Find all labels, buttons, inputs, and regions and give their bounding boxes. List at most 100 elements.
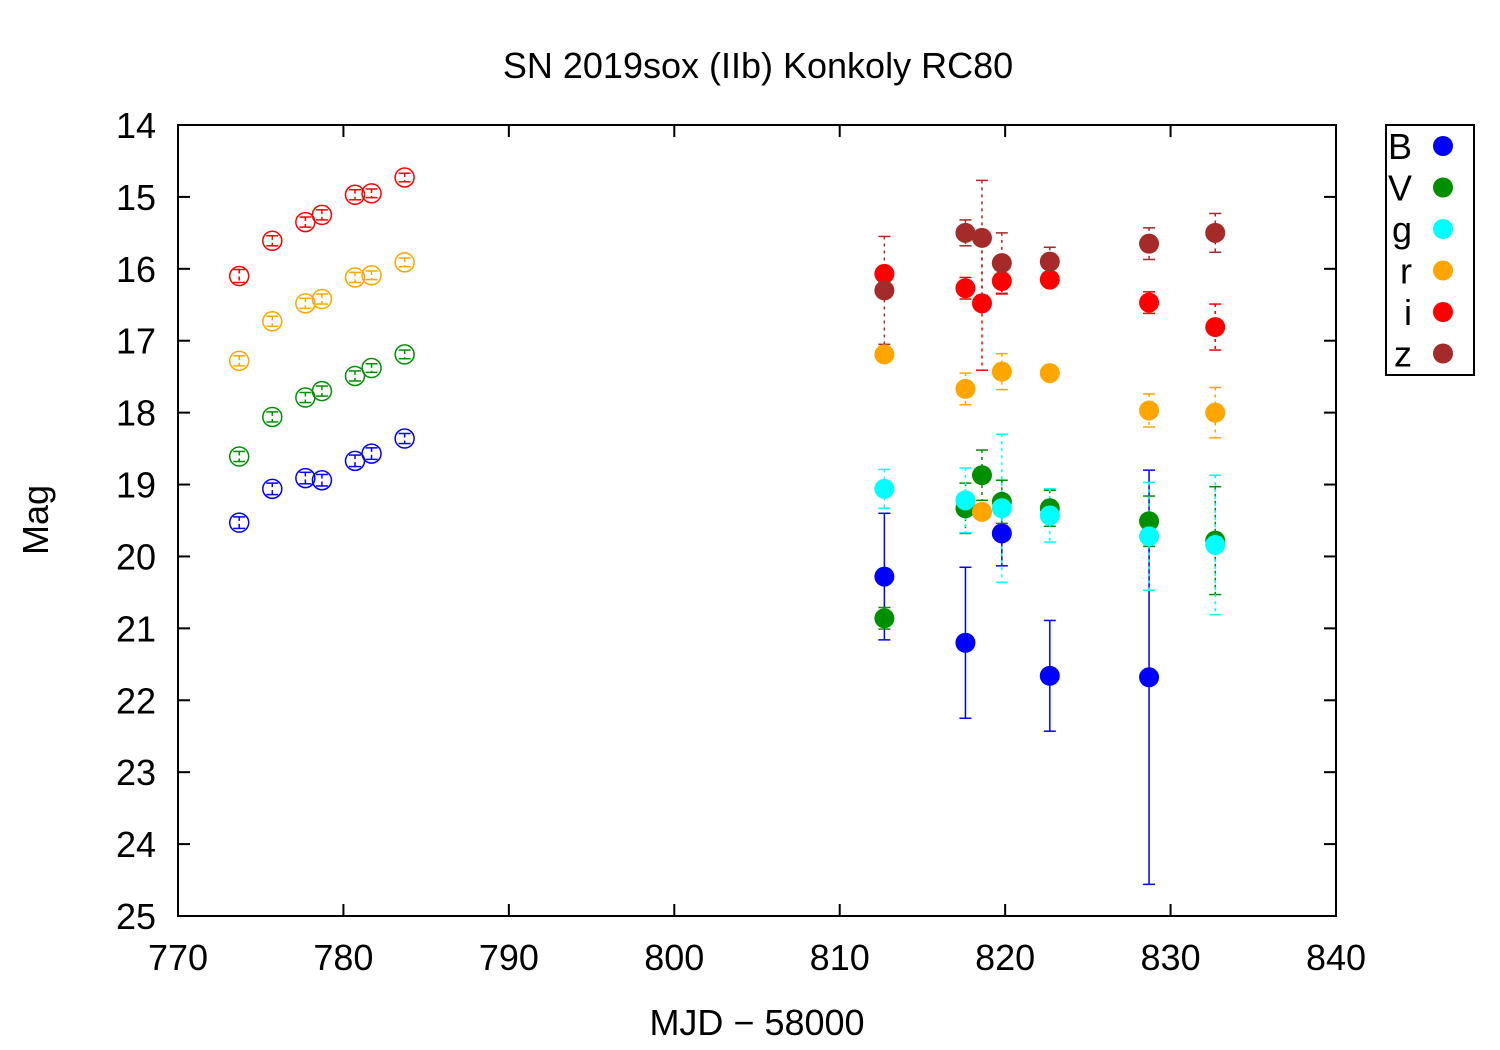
- band-i-point: [1139, 292, 1160, 313]
- band-z-point: [971, 227, 992, 248]
- band-i-point: [1039, 269, 1060, 290]
- band-r-point: [955, 378, 976, 399]
- band-r-point: [1039, 363, 1060, 384]
- offset-2-point: [295, 293, 316, 314]
- band-g-point: [1039, 505, 1060, 526]
- x-axis: 770 780 790 800 810 820 830 840: [148, 125, 1366, 978]
- y-tick-label: 24: [116, 824, 156, 865]
- band-z-point: [1205, 222, 1226, 243]
- offset-3-point: [394, 344, 415, 365]
- offset-4-point: [311, 469, 333, 491]
- x-tick-label: 770: [148, 937, 208, 978]
- offset-1-point: [394, 167, 415, 188]
- data-points-layer: [228, 167, 1226, 688]
- legend-label-B: B: [1388, 126, 1412, 167]
- legend-label-V: V: [1388, 168, 1412, 209]
- y-axis: 14 15 16 17 18 19 20 21 22 23 24 25: [116, 105, 1336, 937]
- legend-label-g: g: [1392, 209, 1412, 250]
- offset-3-point: [361, 357, 382, 379]
- band-B-point: [1039, 665, 1060, 686]
- x-tick-label: 790: [479, 937, 539, 978]
- legend-marker-i: [1433, 302, 1453, 322]
- band-B-point: [991, 523, 1012, 544]
- y-axis-label: Mag: [15, 485, 56, 555]
- band-i-point: [971, 293, 992, 314]
- plot-area-frame: [177, 124, 1337, 917]
- y-tick-label: 21: [116, 608, 156, 649]
- band-i-point: [1205, 317, 1226, 338]
- band-z-point: [1039, 251, 1060, 272]
- legend-marker-g: [1433, 219, 1453, 239]
- legend-marker-z: [1433, 343, 1453, 364]
- band-r-point: [971, 501, 992, 522]
- legend-label-r: r: [1400, 251, 1412, 292]
- band-B-point: [874, 566, 895, 587]
- y-tick-label: 14: [116, 105, 156, 146]
- offset-1-point: [361, 183, 382, 204]
- band-V-point: [874, 608, 895, 629]
- band-g-point: [955, 490, 976, 511]
- legend-marker-r: [1433, 260, 1453, 281]
- offset-1-point: [311, 204, 333, 226]
- offset-1-point: [262, 230, 283, 252]
- band-V-point: [1139, 511, 1160, 532]
- band-i-point: [991, 271, 1012, 292]
- offset-2-point: [311, 288, 333, 310]
- y-tick-label: 18: [116, 393, 156, 434]
- legend-marker-B: [1433, 136, 1453, 156]
- band-g-point: [991, 498, 1012, 519]
- offset-2-point: [344, 267, 366, 288]
- x-tick-label: 820: [975, 937, 1035, 978]
- offset-1-point: [344, 184, 366, 206]
- offset-3-point: [311, 380, 333, 402]
- x-tick-label: 810: [810, 937, 870, 978]
- band-r-point: [874, 344, 895, 365]
- offset-4-point: [361, 443, 382, 464]
- band-r-point: [991, 361, 1012, 382]
- legend-label-i: i: [1404, 292, 1412, 333]
- band-g-point: [1139, 526, 1160, 547]
- y-tick-label: 16: [116, 249, 156, 290]
- x-tick-label: 780: [313, 937, 373, 978]
- offset-2-point: [262, 311, 283, 332]
- y-tick-label: 25: [116, 896, 156, 937]
- band-B-point: [955, 632, 976, 653]
- band-g-point: [874, 478, 895, 499]
- error-bars-layer: [233, 172, 1222, 886]
- offset-3-point: [228, 446, 250, 467]
- offset-4-point: [228, 512, 250, 533]
- legend-box: [1385, 124, 1475, 376]
- offset-2-point: [394, 252, 415, 273]
- y-tick-label: 19: [116, 465, 156, 506]
- band-i-point: [874, 263, 895, 284]
- band-z-point: [874, 280, 895, 301]
- y-tick-label: 17: [116, 321, 156, 362]
- offset-4-point: [295, 467, 316, 489]
- band-z-point: [1139, 233, 1160, 254]
- band-r-point: [1205, 402, 1226, 423]
- x-tick-label: 840: [1306, 937, 1366, 978]
- legend-label-z: z: [1394, 334, 1412, 375]
- x-axis-label: MJD − 58000: [649, 1002, 864, 1043]
- offset-3-point: [262, 406, 283, 428]
- offset-4-point: [394, 428, 415, 449]
- y-tick-label: 15: [116, 177, 156, 218]
- offset-4-point: [262, 478, 283, 500]
- band-V-point: [971, 465, 992, 486]
- band-r-point: [1139, 400, 1160, 421]
- y-tick-label: 22: [116, 680, 156, 721]
- y-tick-label: 20: [116, 536, 156, 577]
- band-i-point: [955, 278, 976, 299]
- offset-2-point: [228, 350, 250, 372]
- band-B-point: [1139, 667, 1160, 688]
- x-tick-label: 830: [1141, 937, 1201, 978]
- offset-3-point: [344, 365, 366, 387]
- offset-1-point: [228, 265, 250, 287]
- x-tick-label: 800: [644, 937, 704, 978]
- offset-2-point: [361, 265, 382, 286]
- band-g-point: [1205, 534, 1226, 555]
- y-tick-label: 23: [116, 752, 156, 793]
- chart-title: SN 2019sox (IIb) Konkoly RC80: [503, 45, 1013, 86]
